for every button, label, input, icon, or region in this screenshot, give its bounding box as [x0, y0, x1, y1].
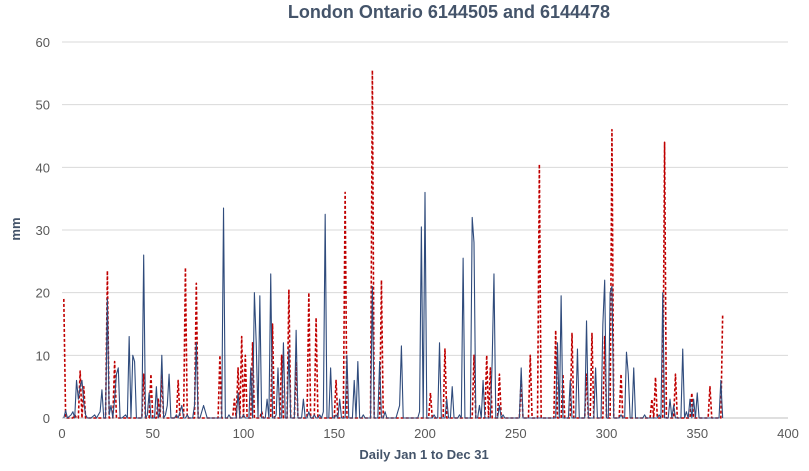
- y-axis-title: mm: [8, 217, 23, 240]
- y-tick-label-40: 40: [36, 160, 50, 175]
- x-tick-label-150: 150: [323, 426, 345, 441]
- y-tick-label-0: 0: [43, 411, 50, 426]
- y-tick-labels: 0 10 20 30 40 50 60: [36, 35, 50, 426]
- y-tick-label-60: 60: [36, 35, 50, 50]
- x-tick-label-50: 50: [146, 426, 160, 441]
- x-tick-labels: 0 50 100 150 200 250 300 350 400: [58, 426, 798, 441]
- x-tick-label-100: 100: [233, 426, 255, 441]
- x-tick-label-250: 250: [505, 426, 527, 441]
- x-tick-label-400: 400: [777, 426, 799, 441]
- x-tick-label-0: 0: [58, 426, 65, 441]
- gridlines: [62, 41, 788, 419]
- x-axis-title: Daily Jan 1 to Dec 31: [359, 447, 488, 462]
- chart-title: London Ontario 6144505 and 6144478: [288, 2, 610, 22]
- y-tick-label-50: 50: [36, 98, 50, 113]
- series-line-blue-solid: [63, 191, 724, 419]
- y-tick-label-20: 20: [36, 286, 50, 301]
- x-tick-label-300: 300: [596, 426, 618, 441]
- y-tick-label-10: 10: [36, 348, 50, 363]
- series-lines: [63, 69, 724, 419]
- y-tick-label-30: 30: [36, 223, 50, 238]
- x-tick-label-200: 200: [414, 426, 436, 441]
- x-tick-label-350: 350: [686, 426, 708, 441]
